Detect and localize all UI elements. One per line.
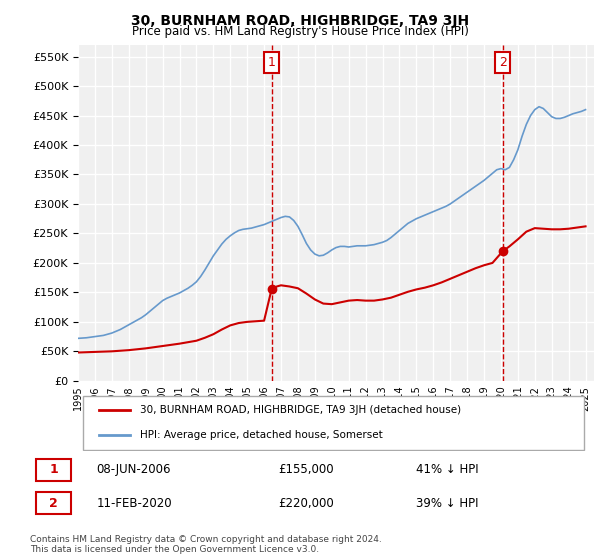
Text: Contains HM Land Registry data © Crown copyright and database right 2024.
This d: Contains HM Land Registry data © Crown c… [30, 535, 382, 554]
Text: HPI: Average price, detached house, Somerset: HPI: Average price, detached house, Some… [140, 430, 383, 440]
Text: Price paid vs. HM Land Registry's House Price Index (HPI): Price paid vs. HM Land Registry's House … [131, 25, 469, 38]
Text: 41% ↓ HPI: 41% ↓ HPI [416, 464, 479, 477]
Text: 30, BURNHAM ROAD, HIGHBRIDGE, TA9 3JH: 30, BURNHAM ROAD, HIGHBRIDGE, TA9 3JH [131, 14, 469, 28]
Text: 1: 1 [49, 464, 58, 477]
Text: 11-FEB-2020: 11-FEB-2020 [96, 497, 172, 510]
Text: 2: 2 [49, 497, 58, 510]
FancyBboxPatch shape [35, 459, 71, 481]
Text: 1: 1 [268, 56, 275, 69]
FancyBboxPatch shape [83, 396, 584, 450]
Text: £220,000: £220,000 [278, 497, 334, 510]
Text: 08-JUN-2006: 08-JUN-2006 [96, 464, 171, 477]
Text: 30, BURNHAM ROAD, HIGHBRIDGE, TA9 3JH (detached house): 30, BURNHAM ROAD, HIGHBRIDGE, TA9 3JH (d… [140, 405, 461, 416]
Text: 39% ↓ HPI: 39% ↓ HPI [416, 497, 479, 510]
Text: £155,000: £155,000 [278, 464, 334, 477]
Text: 2: 2 [499, 56, 507, 69]
FancyBboxPatch shape [35, 492, 71, 514]
